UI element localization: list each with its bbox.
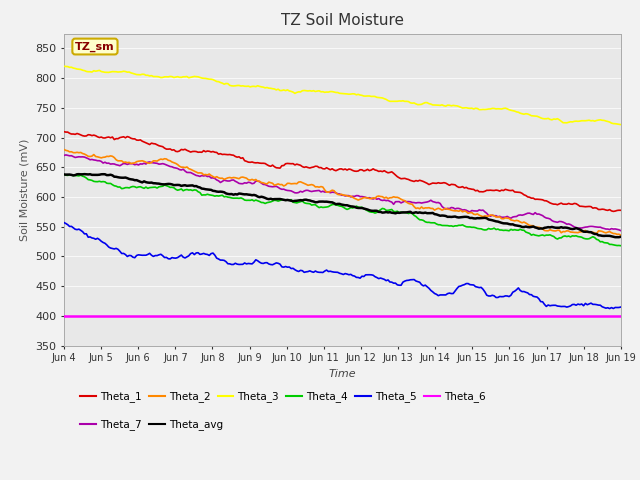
- Theta_4: [565, 233, 573, 239]
- Theta_2: [529, 223, 537, 228]
- Theta_5: [62, 221, 70, 227]
- Theta_3: [390, 98, 397, 104]
- Theta_2: [401, 198, 408, 204]
- Theta_7: [403, 199, 410, 204]
- Theta_avg: [531, 225, 539, 230]
- Line: Theta_1: Theta_1: [64, 132, 621, 211]
- Theta_4: [62, 172, 70, 178]
- Theta_avg: [615, 234, 623, 240]
- Theta_1: [60, 129, 68, 134]
- Title: TZ Soil Moisture: TZ Soil Moisture: [281, 13, 404, 28]
- Theta_6: [390, 313, 397, 319]
- Theta_7: [60, 153, 68, 158]
- Theta_2: [565, 228, 573, 234]
- Theta_3: [62, 64, 70, 70]
- Theta_7: [394, 199, 401, 204]
- Theta_6: [392, 313, 399, 319]
- Theta_4: [392, 209, 399, 215]
- Theta_7: [566, 222, 574, 228]
- Theta_6: [401, 313, 408, 319]
- Theta_3: [617, 122, 625, 128]
- Theta_5: [60, 220, 68, 226]
- Y-axis label: Soil Moisture (mV): Soil Moisture (mV): [20, 138, 29, 241]
- Theta_5: [606, 306, 614, 312]
- Theta_avg: [403, 209, 410, 215]
- Line: Theta_2: Theta_2: [64, 149, 621, 235]
- Theta_2: [60, 146, 68, 152]
- Theta_7: [617, 228, 625, 234]
- Theta_5: [401, 278, 408, 284]
- Theta_6: [529, 313, 537, 319]
- Theta_1: [609, 208, 617, 214]
- Theta_4: [617, 243, 625, 249]
- Line: Theta_7: Theta_7: [64, 155, 621, 231]
- Theta_avg: [617, 234, 625, 240]
- Theta_7: [392, 199, 399, 204]
- Theta_2: [617, 232, 625, 238]
- Theta_5: [529, 293, 537, 299]
- Theta_3: [401, 98, 408, 104]
- Line: Theta_avg: Theta_avg: [64, 174, 621, 237]
- Theta_3: [529, 113, 537, 119]
- Theta_avg: [394, 210, 401, 216]
- Theta_4: [529, 231, 537, 237]
- Theta_6: [617, 313, 625, 319]
- Theta_3: [392, 98, 399, 104]
- Theta_avg: [60, 171, 68, 177]
- Theta_4: [401, 210, 408, 216]
- Theta_3: [60, 63, 68, 69]
- Theta_1: [401, 176, 408, 181]
- Theta_7: [531, 210, 539, 216]
- Theta_2: [392, 194, 399, 200]
- Text: TZ_sm: TZ_sm: [75, 41, 115, 52]
- Line: Theta_5: Theta_5: [64, 223, 621, 309]
- Theta_6: [565, 313, 573, 319]
- Theta_5: [565, 304, 573, 310]
- Theta_3: [565, 120, 573, 125]
- Theta_1: [62, 129, 70, 135]
- Theta_1: [392, 172, 399, 178]
- Theta_avg: [392, 210, 399, 216]
- Theta_6: [60, 313, 68, 319]
- Theta_7: [62, 152, 70, 158]
- Legend: Theta_7, Theta_avg: Theta_7, Theta_avg: [81, 420, 223, 431]
- Theta_1: [565, 201, 573, 206]
- Theta_5: [392, 280, 399, 286]
- X-axis label: Time: Time: [328, 369, 356, 379]
- Theta_2: [62, 147, 70, 153]
- Line: Theta_3: Theta_3: [64, 66, 621, 125]
- Theta_5: [617, 304, 625, 310]
- Theta_avg: [81, 171, 88, 177]
- Theta_1: [529, 195, 537, 201]
- Theta_avg: [566, 226, 574, 232]
- Line: Theta_4: Theta_4: [64, 174, 621, 246]
- Theta_2: [390, 194, 397, 200]
- Theta_4: [60, 171, 68, 177]
- Theta_5: [390, 280, 397, 286]
- Theta_6: [62, 313, 70, 319]
- Theta_1: [617, 207, 625, 213]
- Theta_4: [390, 209, 397, 215]
- Theta_7: [64, 153, 72, 158]
- Theta_avg: [62, 172, 70, 178]
- Theta_1: [390, 170, 397, 176]
